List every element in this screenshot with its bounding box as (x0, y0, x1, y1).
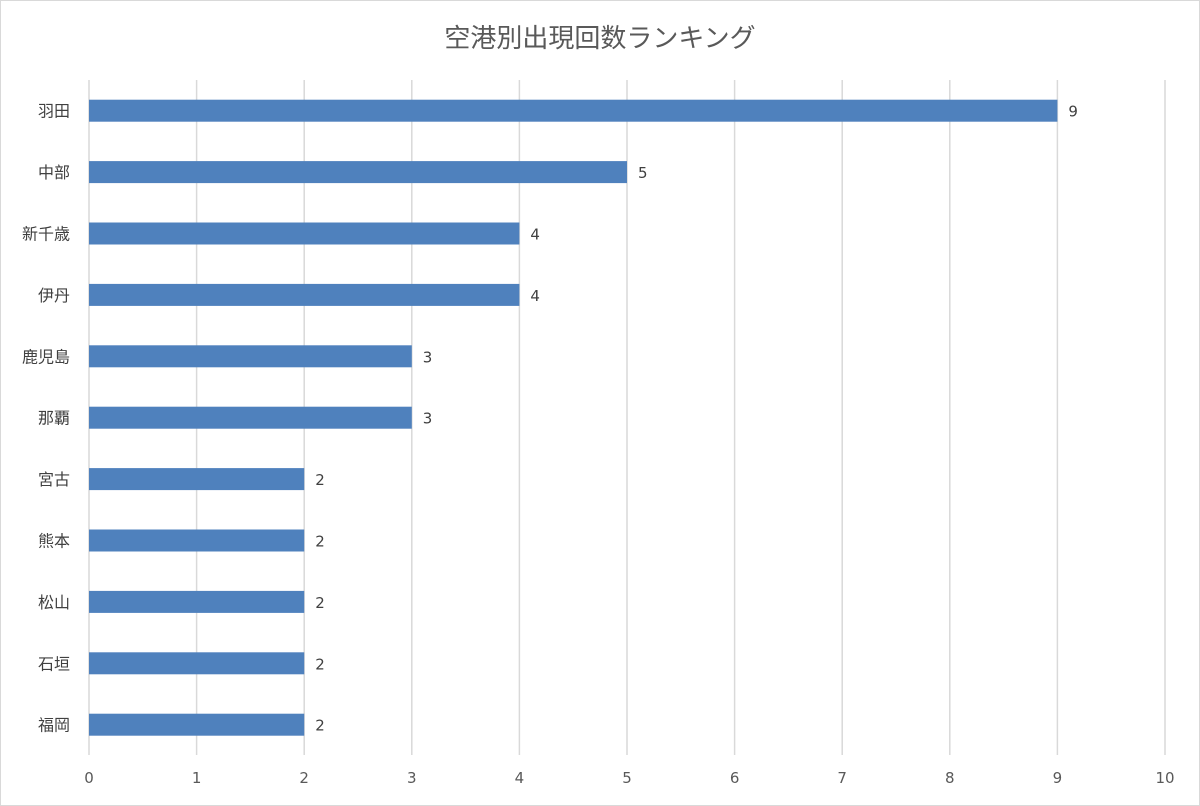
x-tick-labels: 0 1 2 3 4 5 6 7 8 9 10 (84, 769, 1174, 787)
bar (89, 222, 520, 245)
data-label: 2 (315, 655, 325, 673)
category-label: 石垣 (38, 654, 70, 673)
bar (89, 590, 305, 613)
data-label: 2 (315, 471, 325, 489)
x-tick-label: 6 (730, 769, 740, 787)
category-label: 伊丹 (38, 286, 70, 305)
bar (89, 345, 412, 368)
chart-title: 空港別出現回数ランキング (444, 24, 756, 54)
data-label: 4 (530, 287, 540, 305)
data-label: 5 (638, 164, 648, 182)
bar (89, 161, 627, 184)
bar (89, 99, 1058, 122)
bar (89, 406, 412, 429)
bar (89, 283, 520, 306)
x-tick-label: 0 (84, 769, 94, 787)
data-label: 2 (315, 533, 325, 551)
category-label: 新千歳 (22, 225, 70, 244)
data-label: 3 (423, 410, 433, 428)
category-label: 松山 (38, 593, 70, 612)
bars (89, 99, 1058, 736)
bar (89, 529, 305, 552)
category-label: 福岡 (38, 716, 70, 735)
category-label: 那覇 (38, 409, 70, 428)
x-tick-label: 9 (1053, 769, 1063, 787)
category-label: 鹿児島 (22, 347, 70, 366)
x-tick-label: 5 (622, 769, 632, 787)
data-label: 4 (530, 226, 540, 244)
x-tick-label: 1 (192, 769, 202, 787)
category-label: 熊本 (38, 532, 70, 551)
x-tick-label: 8 (945, 769, 955, 787)
category-label: 宮古 (38, 470, 70, 489)
data-label: 9 (1068, 103, 1078, 121)
data-label: 2 (315, 594, 325, 612)
data-label: 2 (315, 717, 325, 735)
x-tick-label: 10 (1155, 769, 1174, 787)
bar (89, 652, 305, 675)
category-label: 中部 (38, 163, 70, 182)
data-label: 3 (423, 348, 433, 366)
data-labels: 9 5 4 4 3 3 2 2 2 2 2 (315, 103, 1078, 735)
x-tick-label: 3 (407, 769, 417, 787)
gridlines (88, 80, 1166, 755)
bar (89, 713, 305, 736)
x-tick-label: 7 (837, 769, 847, 787)
x-tick-label: 2 (299, 769, 309, 787)
category-label: 羽田 (38, 102, 70, 121)
x-tick-label: 4 (515, 769, 525, 787)
bar (89, 468, 305, 491)
